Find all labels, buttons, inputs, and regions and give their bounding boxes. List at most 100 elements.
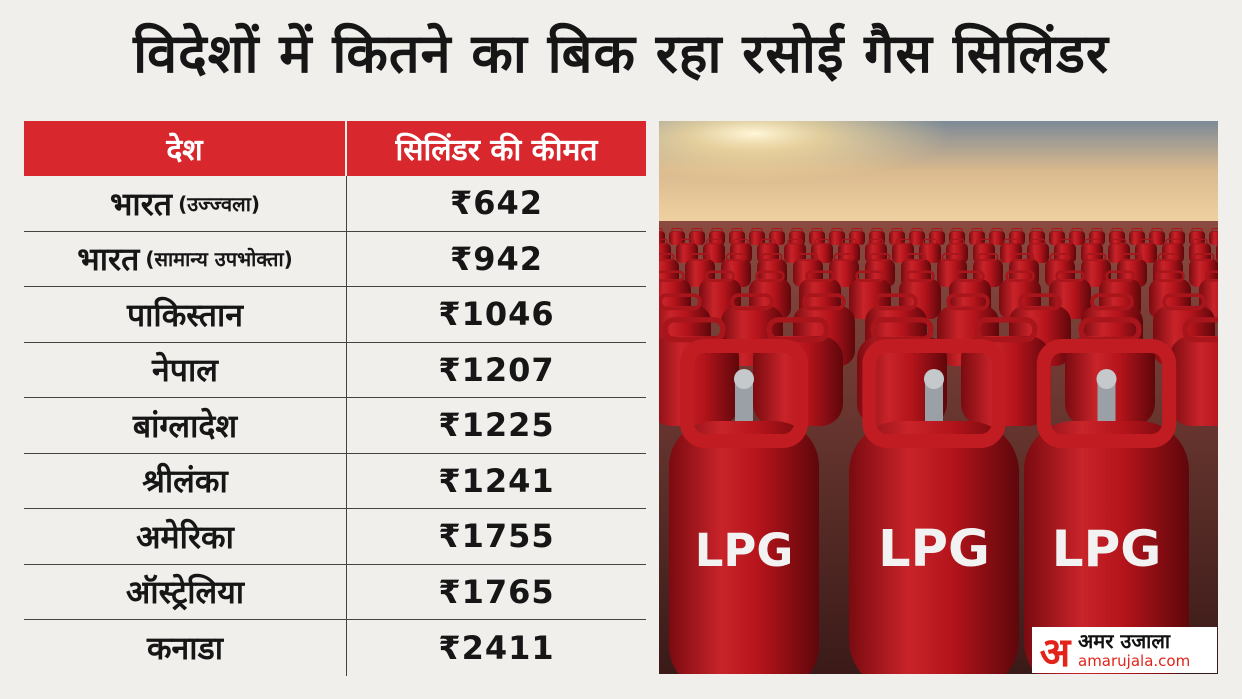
background-cylinder bbox=[703, 238, 725, 263]
lpg-cylinder: LPG bbox=[1024, 339, 1189, 674]
cylinder-label: LPG bbox=[1052, 520, 1162, 578]
country-name: भारत bbox=[109, 184, 173, 223]
background-cylinder bbox=[729, 227, 745, 245]
background-cylinder bbox=[659, 317, 739, 426]
table-row: बांग्लादेश ₹1225 bbox=[24, 398, 646, 454]
lpg-cylinder: LPG bbox=[849, 339, 1019, 674]
price-cell: ₹1755 bbox=[438, 517, 555, 556]
background-cylinder bbox=[811, 238, 833, 263]
table-row: भारत (सामान्य उपभोक्ता) ₹942 bbox=[24, 231, 646, 287]
table-header: देश सिलिंडर की कीमत bbox=[24, 121, 646, 176]
price-cell: ₹642 bbox=[449, 184, 544, 223]
country-cell: पाकिस्तान bbox=[24, 287, 347, 342]
country-cell: ऑस्ट्रेलिया bbox=[24, 564, 347, 619]
table-row: नेपाल ₹1207 bbox=[24, 342, 646, 398]
table-row: भारत (उज्ज्वला) ₹642 bbox=[24, 176, 646, 232]
background-cylinder bbox=[1054, 238, 1076, 263]
header-price: सिलिंडर की कीमत bbox=[395, 133, 598, 168]
background-cylinder bbox=[676, 238, 698, 263]
country-cell: अमेरिका bbox=[24, 509, 347, 564]
amar-ujala-logo: अ अमर उजाला amarujala.com bbox=[1032, 627, 1217, 676]
table-row: अमेरिका ₹1755 bbox=[24, 509, 646, 565]
country-name: श्रीलंका bbox=[142, 462, 228, 501]
background-cylinder bbox=[919, 238, 941, 263]
lpg-cylinders-photo: LPG LPG LPG bbox=[659, 121, 1218, 674]
background-cylinder bbox=[969, 227, 985, 245]
background-cylinder bbox=[1209, 227, 1218, 245]
background-cylinder bbox=[1109, 227, 1125, 245]
background-cylinder bbox=[961, 317, 1051, 426]
background-cylinder bbox=[829, 227, 845, 245]
background-cylinder bbox=[1089, 227, 1105, 245]
logo-site: amarujala.com bbox=[1078, 652, 1191, 670]
background-cylinder bbox=[1162, 238, 1184, 263]
country-name: पाकिस्तान bbox=[126, 295, 244, 334]
background-cylinder bbox=[1049, 227, 1065, 245]
background-cylinder bbox=[1069, 227, 1085, 245]
country-cell: नेपाल bbox=[24, 342, 347, 397]
background-cylinder bbox=[949, 227, 965, 245]
background-cylinder bbox=[1000, 238, 1022, 263]
lpg-cylinder: LPG bbox=[669, 339, 819, 674]
background-cylinder bbox=[829, 253, 859, 287]
price-cell: ₹1046 bbox=[438, 295, 555, 334]
table-row: पाकिस्तान ₹1046 bbox=[24, 287, 646, 343]
country-name: कनाडा bbox=[146, 629, 224, 668]
price-cell: ₹1225 bbox=[438, 406, 555, 445]
background-cylinder bbox=[838, 238, 860, 263]
price-table: देश सिलिंडर की कीमत भारत (उज्ज्वला) ₹642 भा… bbox=[24, 121, 646, 676]
table-row: ऑस्ट्रेलिया ₹1765 bbox=[24, 564, 646, 620]
cylinder-label: LPG bbox=[695, 524, 794, 577]
logo-name: अमर उजाला bbox=[1078, 629, 1171, 653]
table-row: कनाडा ₹2411 bbox=[24, 620, 646, 676]
background-cylinder bbox=[659, 227, 665, 245]
background-cylinder bbox=[789, 227, 805, 245]
background-cylinder bbox=[784, 238, 806, 263]
country-note: (उज्ज्वला) bbox=[178, 191, 261, 216]
background-cylinder bbox=[946, 238, 968, 263]
country-name: अमेरिका bbox=[136, 517, 234, 556]
background-cylinder bbox=[669, 227, 685, 245]
background-cylinder bbox=[689, 227, 705, 245]
country-note: (सामान्य उपभोक्ता) bbox=[145, 247, 293, 272]
background-cylinder bbox=[659, 238, 671, 263]
country-cell: कनाडा bbox=[24, 620, 347, 676]
background-cylinder bbox=[929, 227, 945, 245]
table-body: भारत (उज्ज्वला) ₹642 भारत (सामान्य उपभोक्ता)… bbox=[24, 176, 646, 676]
background-cylinder bbox=[1009, 227, 1025, 245]
background-cylinder bbox=[1081, 253, 1111, 287]
price-cell: ₹1207 bbox=[438, 350, 555, 389]
background-cylinder bbox=[1029, 227, 1045, 245]
price-cell: ₹1241 bbox=[438, 461, 555, 500]
background-cylinder bbox=[1135, 238, 1157, 263]
background-cylinder bbox=[889, 227, 905, 245]
country-cell: भारत (सामान्य उपभोक्ता) bbox=[24, 231, 347, 286]
table-row: श्रीलंका ₹1241 bbox=[24, 453, 646, 509]
background-cylinder bbox=[809, 227, 825, 245]
price-cell: ₹942 bbox=[449, 239, 544, 278]
background-cylinder bbox=[909, 227, 925, 245]
background-cylinder bbox=[769, 227, 785, 245]
country-name: भारत bbox=[77, 240, 140, 279]
background-cylinder bbox=[869, 227, 885, 245]
country-cell: भारत (उज्ज्वला) bbox=[24, 176, 347, 231]
price-cell: ₹1765 bbox=[438, 572, 555, 611]
cylinder-label: LPG bbox=[878, 520, 990, 579]
price-cell: ₹2411 bbox=[438, 628, 555, 667]
background-cylinder bbox=[989, 227, 1005, 245]
background-cylinder bbox=[1216, 244, 1218, 262]
background-cylinder bbox=[1169, 317, 1218, 426]
logo-mark: अ bbox=[1039, 629, 1071, 676]
country-cell: श्रीलंका bbox=[24, 453, 347, 508]
country-name: ऑस्ट्रेलिया bbox=[125, 573, 245, 612]
background-cylinder bbox=[892, 238, 914, 263]
header-country: देश bbox=[24, 121, 347, 176]
background-cylinder bbox=[849, 227, 865, 245]
background-cylinder bbox=[730, 238, 752, 263]
background-cylinder bbox=[1129, 227, 1145, 245]
background-cylinder bbox=[1108, 238, 1130, 263]
country-cell: बांग्लादेश bbox=[24, 398, 347, 453]
country-name: नेपाल bbox=[152, 351, 218, 390]
country-name: बांग्लादेश bbox=[132, 406, 238, 445]
background-cylinder bbox=[1169, 227, 1185, 245]
